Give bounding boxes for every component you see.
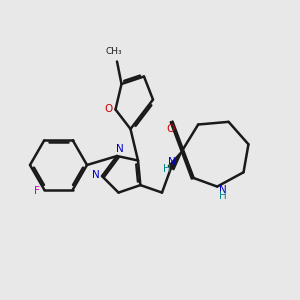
Text: CH₃: CH₃ <box>106 47 122 56</box>
Text: N: N <box>116 144 123 154</box>
Text: N: N <box>168 157 176 167</box>
Text: O: O <box>166 124 174 134</box>
Text: N: N <box>219 184 226 195</box>
Text: F: F <box>34 186 40 196</box>
Text: N: N <box>92 169 99 180</box>
Text: O: O <box>105 104 113 115</box>
Polygon shape <box>168 150 182 170</box>
Text: H: H <box>163 164 171 175</box>
Text: H: H <box>219 191 226 201</box>
